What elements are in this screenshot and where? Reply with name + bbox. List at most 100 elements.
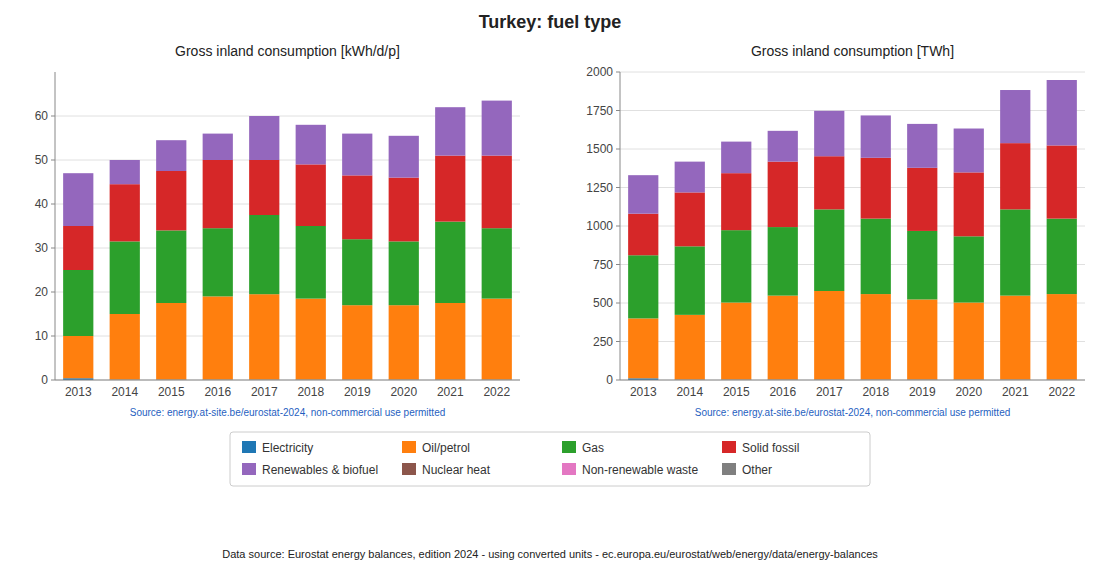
bar-segment [721,141,751,142]
tick-mark [616,149,620,150]
tick-mark [51,116,55,117]
y-axis-line [55,72,56,380]
tick-mark [616,380,620,381]
tick-label: 2019 [909,385,936,399]
bar-segment [63,173,93,174]
tick-label: 40 [35,197,49,211]
bar-segment [110,314,140,380]
tick-label: 1750 [586,104,613,118]
bar-segment [1000,90,1030,91]
bar-segment [296,124,326,125]
tick-label: 2021 [437,385,464,399]
x-axis: 2013201420152016201720182019202020212022 [630,385,1076,399]
bar-segment [63,336,93,378]
figure-note: Data source: Eurostat energy balances, e… [222,548,878,560]
bar-segment [768,227,798,296]
chart: Gross inland consumption [kWh/d/p]010203… [35,43,520,418]
tick-label: 2018 [862,385,889,399]
bar-segment [156,303,186,380]
bar-segment [1000,209,1030,295]
tick-mark [616,226,620,227]
bar-segment [721,303,751,380]
bar-segment [342,175,372,239]
legend-swatch [242,463,256,475]
tick-label: 2020 [390,385,417,399]
tick-label: 1000 [586,219,613,233]
bar-segment [768,131,798,162]
bar-segment [628,214,658,256]
bar-segment [954,303,984,380]
bar-segment [861,115,891,116]
tick-mark [51,160,55,161]
bar-segment [628,175,658,176]
tick-label: 500 [593,296,613,310]
legend-label: Oil/petrol [422,441,470,455]
bar-segment [1047,145,1077,218]
bar-segment [907,124,937,168]
x-axis-line [55,380,520,381]
bar-segment [389,178,419,242]
bar-segment [907,168,937,231]
bar-segment [954,128,984,129]
bar-segment [110,184,140,241]
legend-swatch [722,441,736,453]
bar-segment [907,123,937,124]
bar-segment [156,171,186,230]
bar-segment [482,228,512,298]
bar-segment [954,128,984,129]
tick-label: 2018 [297,385,324,399]
bar-segment [675,161,705,162]
bar-segment [389,135,419,136]
bar-segment [814,156,844,209]
bar-segment [156,140,186,141]
legend-swatch [722,463,736,475]
bar-segment [342,133,372,134]
bar-segment [675,161,705,162]
bar-segment [110,160,140,161]
tick-label: 1500 [586,142,613,156]
bar-segment [675,315,705,380]
legend-label: Nuclear heat [422,463,491,477]
bar-segment [768,162,798,227]
bar-segment [814,110,844,111]
bar-segment [814,291,844,380]
tick-label: 2016 [204,385,231,399]
bar-segment [435,107,465,108]
tick-label: 0 [41,373,48,387]
bar-segment [435,303,465,380]
bars [63,101,512,380]
chart-title: Gross inland consumption [TWh] [751,43,954,59]
bar-segment [342,133,372,134]
bar-segment [814,209,844,291]
bar-segment [296,124,326,125]
bar-segment [721,141,751,142]
figure-title: Turkey: fuel type [479,12,622,32]
bar-segment [203,160,233,228]
bar-segment [249,160,279,215]
bar-segment [768,130,798,131]
tick-label: 2021 [1002,385,1029,399]
bar-segment [861,158,891,219]
bar-segment [861,294,891,379]
tick-mark [616,72,620,73]
bar-segment [156,140,186,171]
tick-label: 2017 [251,385,278,399]
bar-segment [814,111,844,156]
bar-segment [249,116,279,117]
bar-segment [1000,143,1030,209]
tick-mark [616,187,620,188]
bar-segment [203,133,233,134]
bar-segment [628,318,658,378]
legend-label: Non-renewable waste [582,463,698,477]
bar-segment [1000,90,1030,91]
bar-segment [203,228,233,296]
bar-segment [907,231,937,300]
bar-segment [628,175,658,176]
tick-label: 2022 [483,385,510,399]
bar-segment [389,305,419,379]
bar-segment [296,226,326,299]
bar-segment [1000,90,1030,143]
bar-segment [389,241,419,305]
bar-segment [435,107,465,108]
legend-label: Renewables & biofuel [262,463,378,477]
